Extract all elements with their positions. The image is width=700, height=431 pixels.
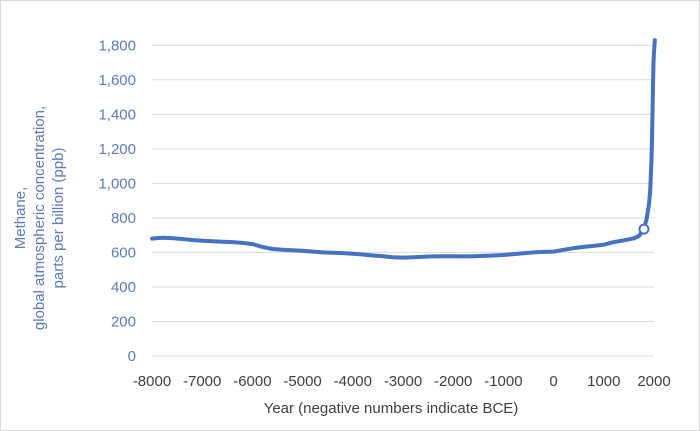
y-tick-label: 400 (111, 279, 136, 296)
y-tick-label: 1,200 (98, 141, 136, 158)
x-tick-label: -2000 (434, 373, 472, 390)
x-tick-label: 0 (549, 373, 557, 390)
x-tick-label: -3000 (384, 373, 422, 390)
series-line-0 (150, 38, 657, 260)
x-axis-tick-labels: -8000 -7000 -6000 -5000 -4000 -3000 -2000 -1000… (133, 373, 671, 390)
y-tick-label: 1,800 (98, 37, 136, 54)
y-tick-label: 1,000 (98, 175, 136, 192)
y-axis-title-line-2: global atmospheric concentration, (31, 106, 48, 330)
x-tick-label: 1000 (587, 373, 620, 390)
y-tick-label: 0 (128, 348, 136, 365)
x-axis-title: Year (negative numbers indicate BCE) (264, 400, 519, 417)
y-axis-title-line-3: parts per billion (ppb) (50, 148, 67, 289)
y-axis-tick-labels: 0 200 400 600 800 1,000 1,200 1,400 1,600 1,800 (98, 37, 136, 365)
highlight-point (638, 223, 650, 235)
gridlines (152, 44, 654, 357)
y-tick-label: 1,600 (98, 72, 136, 89)
x-tick-label: -5000 (283, 373, 321, 390)
y-axis-title-line-1: Methane, (12, 187, 29, 250)
y-tick-label: 1,400 (98, 106, 136, 123)
x-tick-label: -1000 (484, 373, 522, 390)
y-tick-label: 200 (111, 313, 136, 330)
x-tick-label: -7000 (183, 373, 221, 390)
x-tick-label: -6000 (233, 373, 271, 390)
y-axis-title: Methane, global atmospheric concentratio… (12, 106, 67, 330)
x-tick-label: -8000 (133, 373, 171, 390)
highlight-marker (638, 223, 650, 235)
y-tick-label: 600 (111, 244, 136, 261)
methane-series (150, 38, 657, 260)
y-tick-label: 800 (111, 210, 136, 227)
x-tick-label: -4000 (334, 373, 372, 390)
x-tick-label: 2000 (637, 373, 670, 390)
